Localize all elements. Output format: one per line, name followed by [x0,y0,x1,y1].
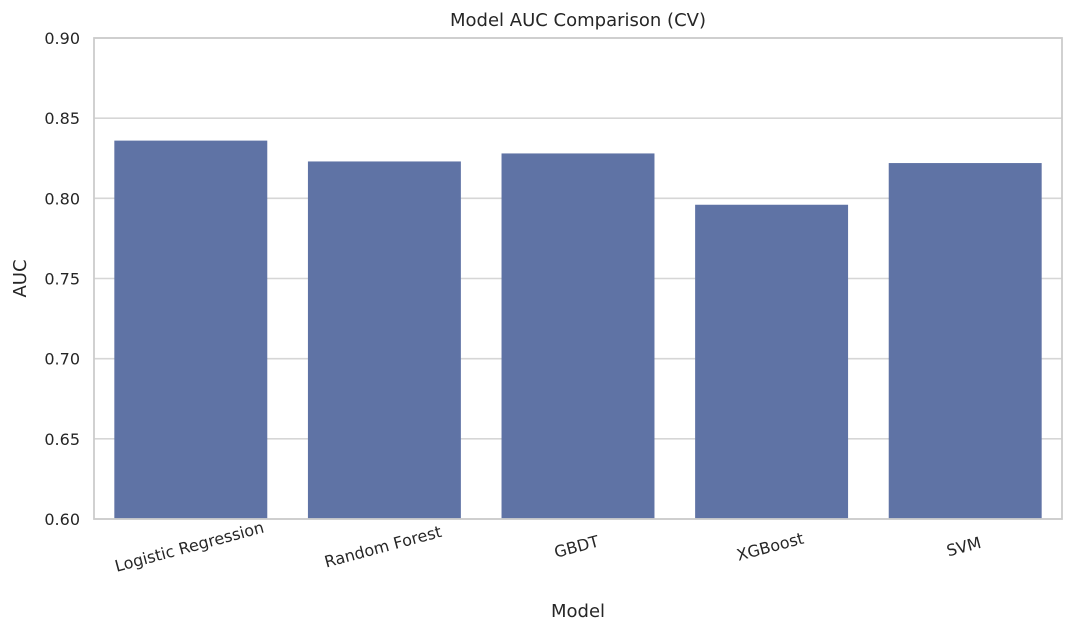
y-tick-label: 0.85 [44,109,80,128]
y-tick-label: 0.70 [44,350,80,369]
y-tick-label: 0.65 [44,430,80,449]
bar [888,163,1042,519]
bar [114,140,268,519]
y-tick-label: 0.80 [44,189,80,208]
bars [114,140,1042,519]
x-axis-label: Model [551,601,605,622]
x-tick-label: Logistic Regression [113,518,266,576]
x-tick-labels: Logistic Regression Random Forest GBDT XGBo… [113,518,983,576]
y-axis-label: AUC [10,259,31,297]
chart-title: Model AUC Comparison (CV) [450,10,706,31]
x-tick-label: GBDT [552,532,601,562]
x-tick-label: XGBoost [735,529,806,565]
bar [695,204,849,519]
y-tick-labels: 0.60 0.65 0.70 0.75 0.80 0.85 0.90 [44,29,80,529]
x-tick-label: SVM [944,533,983,560]
y-tick-label: 0.75 [44,270,80,289]
bar [501,153,655,519]
plot-frame [93,37,1063,520]
y-tick-label: 0.90 [44,29,80,48]
x-tick-label: Random Forest [322,522,443,572]
bar [307,161,461,519]
y-tick-label: 0.60 [44,510,80,529]
